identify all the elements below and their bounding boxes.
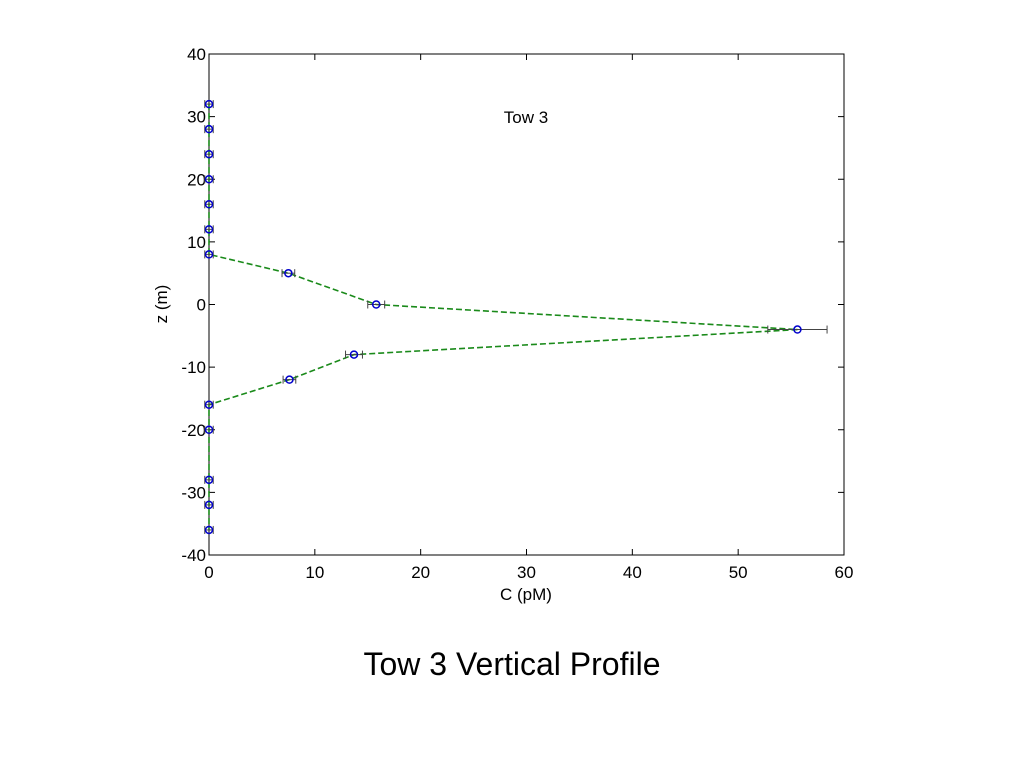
x-tick-label: 10 [305,563,324,582]
data-point [204,175,214,184]
y-tick-label: -10 [181,358,206,377]
data-point [204,525,214,535]
data-point [349,350,359,359]
y-tick-label: 10 [187,233,206,252]
data-markers-group [204,99,802,535]
y-tick-label: 30 [187,108,206,127]
y-axis-label: z (m) [152,285,171,324]
data-point [204,99,214,109]
x-tick-label: 20 [411,563,430,582]
data-point [204,250,214,259]
data-point [204,149,214,159]
slide-caption: Tow 3 Vertical Profile [363,646,661,682]
data-point [204,200,214,209]
data-point [204,124,214,134]
x-tick-label: 0 [204,563,213,582]
x-tick-label: 40 [623,563,642,582]
x-tick-label: 50 [729,563,748,582]
x-axis: 0 10 20 30 40 50 60 [204,54,853,582]
plot-area [208,53,845,556]
y-tick-label: -20 [181,421,206,440]
y-tick-label: 0 [197,296,206,315]
x-tick-label: 60 [835,563,854,582]
plot-annotation: Tow 3 [504,108,548,127]
data-point [204,400,214,409]
data-point [285,375,294,384]
data-point [204,500,214,510]
y-tick-label: -40 [181,546,206,565]
y-tick-label: -30 [181,483,206,502]
data-point [204,475,214,485]
x-tick-label: 30 [517,563,536,582]
y-tick-label: 40 [187,45,206,64]
data-point [204,225,214,234]
y-axis: -40 -30 -20 -10 0 10 20 30 40 [181,45,844,565]
y-tick-label: 20 [187,170,206,189]
data-point [793,325,802,334]
data-point [204,425,214,434]
data-point [371,300,381,309]
data-point [284,268,293,278]
error-bars-group [204,100,828,534]
x-axis-label: C (pM) [500,585,552,604]
